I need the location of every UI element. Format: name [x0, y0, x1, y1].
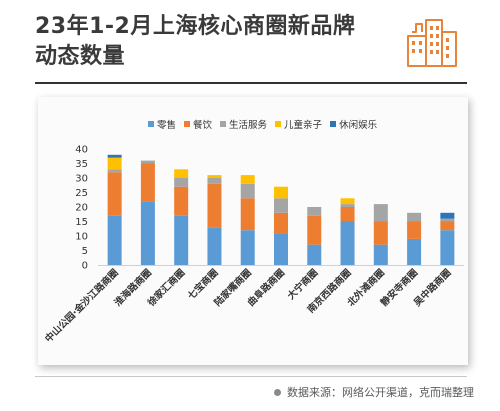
bar-segment	[174, 186, 189, 216]
bar-segment	[340, 198, 355, 205]
bar-segment	[373, 221, 388, 245]
bar-segment	[107, 157, 122, 170]
y-tick-label: 20	[75, 203, 88, 214]
bar-segment	[340, 204, 355, 207]
title-divider	[35, 82, 467, 84]
legend-swatch	[275, 121, 282, 127]
bar-segment	[140, 160, 155, 164]
bar-segment	[307, 244, 322, 265]
source-note: 数据来源：网络公开渠道，克而瑞整理	[274, 384, 474, 400]
legend-label: 餐饮	[193, 120, 213, 131]
bar-segment	[207, 227, 222, 265]
legend-swatch	[220, 121, 227, 127]
bar-segment	[107, 215, 122, 265]
y-tick-label: 10	[75, 232, 88, 243]
legend-label: 零售	[157, 120, 177, 131]
bar-segment	[307, 207, 322, 216]
bar-segment	[373, 204, 388, 222]
y-tick-label: 40	[75, 145, 88, 156]
legend-item-4: 休闲娱乐	[330, 117, 377, 131]
x-tick-label: 大宁商圈	[285, 267, 320, 302]
y-tick-label: 25	[75, 188, 88, 199]
bar-segment	[107, 172, 122, 216]
legend-item-1: 餐饮	[184, 117, 212, 131]
bar-segment	[174, 178, 189, 187]
legend-swatch	[184, 121, 191, 127]
legend-label: 儿童亲子	[284, 120, 323, 131]
footer-divider	[35, 376, 467, 377]
building-icon	[407, 19, 457, 67]
bar-segment	[240, 183, 255, 199]
bar-segment	[307, 215, 322, 245]
bar-segment	[207, 175, 222, 178]
bar-segment	[440, 212, 455, 219]
y-tick-label: 30	[75, 174, 88, 185]
bar-segment	[174, 215, 189, 265]
bar-segment	[107, 154, 122, 158]
chart-legend: 零售 餐饮 生活服务 儿童亲子 休闲娱乐	[148, 117, 377, 131]
bar-segment	[274, 212, 288, 234]
x-tick-label: 中山公园·金沙江路商圈	[43, 267, 121, 345]
bar-segment	[274, 198, 288, 213]
bar-segment	[274, 186, 288, 199]
bar-segment	[274, 233, 288, 265]
bar-segment	[407, 221, 422, 239]
bar-segment	[240, 175, 255, 184]
y-tick-label: 5	[82, 246, 88, 257]
bar-segment	[407, 238, 422, 265]
bar-segment	[207, 183, 222, 228]
y-tick-label: 35	[75, 159, 88, 170]
x-tick-label: 七宝商圈	[185, 267, 220, 302]
legend-item-2: 生活服务	[220, 117, 267, 131]
legend-item-0: 零售	[148, 117, 176, 131]
bar-segment	[440, 218, 455, 222]
bar-segment	[240, 198, 255, 231]
chart-title-line-2: 动态数量	[35, 44, 126, 69]
bar-segment	[440, 221, 455, 231]
chart-title: 23年1-2月上海核心商圈新品牌 动态数量	[35, 12, 355, 72]
bar-segment	[340, 207, 355, 222]
bar-segment	[140, 201, 155, 265]
legend-swatch	[148, 121, 154, 127]
bar-segment	[407, 212, 422, 222]
bar-segment	[207, 178, 222, 184]
legend-item-3: 儿童亲子	[275, 117, 322, 131]
bar-segment	[340, 221, 355, 265]
chart-title-line-1: 23年1-2月上海核心商圈新品牌	[35, 14, 356, 39]
bar-segment	[440, 230, 455, 265]
bar-segment	[107, 169, 122, 173]
y-tick-label: 0	[82, 261, 88, 272]
bullet-dot-icon	[274, 388, 281, 396]
y-tick-label: 15	[75, 217, 88, 228]
source-text: 数据来源：网络公开渠道，克而瑞整理	[287, 386, 474, 399]
bar-segment	[240, 230, 255, 265]
legend-swatch	[330, 121, 337, 127]
legend-label: 生活服务	[229, 120, 268, 131]
legend-label: 休闲娱乐	[339, 120, 378, 131]
bar-segment	[373, 244, 388, 265]
bar-segment	[174, 169, 189, 178]
bar-segment	[140, 163, 155, 202]
